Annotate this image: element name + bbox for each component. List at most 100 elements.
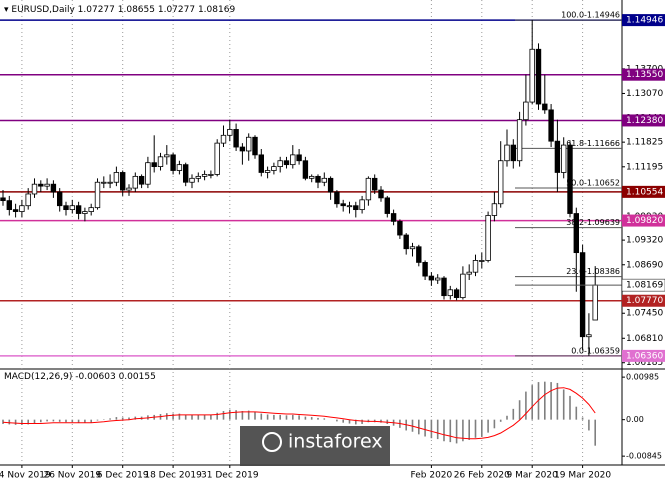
candle-body bbox=[120, 172, 126, 191]
candle-body bbox=[277, 160, 283, 167]
candle-body bbox=[434, 277, 441, 281]
current-price-box bbox=[621, 278, 665, 292]
x-tick-label: 26 Nov 2019 bbox=[43, 471, 101, 481]
candle-body bbox=[472, 260, 479, 273]
low-value: 1.07277 bbox=[158, 5, 195, 15]
candle-body bbox=[31, 183, 38, 195]
candle-body bbox=[371, 177, 378, 191]
watermark-logo bbox=[262, 432, 282, 452]
level-label: 1.14946 bbox=[626, 16, 663, 26]
candle-body bbox=[441, 277, 447, 297]
candle-body bbox=[69, 205, 75, 211]
candle-body bbox=[365, 177, 372, 201]
candle-body bbox=[208, 174, 214, 176]
fib-label: 100.0-1.14946 bbox=[561, 11, 620, 20]
header-icon: ▾ bbox=[4, 5, 11, 15]
candle-body bbox=[548, 109, 554, 142]
high-value: 1.08655 bbox=[118, 5, 155, 15]
macd-y-tick-label: 0.00985 bbox=[626, 373, 659, 382]
macd-y-tick-label: 0.00 bbox=[626, 415, 644, 424]
candle-body bbox=[63, 205, 69, 211]
candle-body bbox=[554, 140, 561, 173]
level-label: 1.07770 bbox=[626, 296, 663, 306]
fib-label: 0.0-1.06359 bbox=[571, 346, 620, 355]
fib-label: 50.0-1.10652 bbox=[566, 179, 620, 188]
level-label: 1.10554 bbox=[626, 187, 663, 197]
candle-body bbox=[12, 209, 19, 212]
candle-body bbox=[138, 175, 145, 185]
y-tick-label: 1.11195 bbox=[626, 162, 663, 172]
level-tag bbox=[622, 14, 665, 27]
level-tag bbox=[622, 294, 665, 307]
candle-body bbox=[252, 136, 258, 156]
macd-title: MACD(12,26,9) bbox=[4, 372, 72, 382]
y-tick-label: 1.08690 bbox=[626, 260, 663, 270]
candle-body bbox=[529, 48, 535, 103]
fib-label: 61.8-1.11666 bbox=[566, 139, 620, 148]
candle-body bbox=[479, 260, 485, 262]
x-tick-label: 6 Dec 2019 bbox=[97, 471, 149, 481]
x-tick-label: 14 Nov 2019 bbox=[0, 471, 51, 481]
level-tag bbox=[622, 214, 665, 227]
candle-body bbox=[516, 119, 523, 162]
candle-body bbox=[359, 199, 365, 211]
symbol: EURUSD,Daily bbox=[11, 5, 75, 15]
candle-body bbox=[523, 101, 529, 121]
fib-label: 38.2-1.09639 bbox=[566, 218, 620, 227]
macd-header: MACD(12,26,9) -0.00603 0.00155 bbox=[4, 372, 156, 382]
x-tick-label: 31 Dec 2019 bbox=[201, 471, 259, 481]
candle-body bbox=[542, 103, 548, 111]
level-tag bbox=[622, 185, 665, 198]
candle-body bbox=[535, 48, 542, 105]
signal-line bbox=[2, 387, 596, 440]
candle-body bbox=[302, 160, 309, 179]
chart-header: ▾ EURUSD,Daily 1.07277 1.08655 1.07277 1… bbox=[4, 5, 235, 15]
candle-body bbox=[409, 246, 416, 250]
candle-body bbox=[416, 246, 422, 263]
candle-body bbox=[384, 197, 390, 214]
candle-body bbox=[50, 183, 57, 193]
candle-body bbox=[567, 144, 573, 214]
candle-body bbox=[422, 262, 428, 277]
candle-body bbox=[94, 181, 101, 209]
signal-value: 0.00155 bbox=[119, 372, 156, 382]
candle-body bbox=[44, 183, 50, 187]
y-tick-label: 1.06185 bbox=[626, 358, 663, 368]
candle-body bbox=[245, 136, 252, 152]
y-tick-label: 1.09320 bbox=[626, 236, 663, 246]
candle-body bbox=[321, 177, 327, 183]
candle-body bbox=[126, 187, 132, 191]
candle-body bbox=[151, 162, 157, 167]
candle-body bbox=[88, 207, 94, 212]
candle-body bbox=[327, 177, 334, 193]
x-tick-label: 18 Dec 2019 bbox=[144, 471, 202, 481]
candle-body bbox=[271, 166, 277, 171]
candle-body bbox=[485, 215, 491, 261]
candle-body bbox=[579, 252, 586, 338]
level-label: 1.12380 bbox=[626, 116, 663, 126]
candle-body bbox=[504, 144, 510, 162]
candle-body bbox=[510, 144, 516, 162]
level-label: 1.09820 bbox=[626, 216, 663, 226]
candle-body bbox=[25, 193, 31, 207]
candle-body bbox=[176, 164, 183, 171]
candle-body bbox=[145, 162, 151, 185]
candle-body bbox=[233, 129, 239, 148]
candle-body bbox=[264, 170, 271, 173]
candle-body bbox=[220, 134, 227, 144]
level-tag bbox=[622, 114, 665, 127]
candle-body bbox=[6, 200, 12, 211]
candle-body bbox=[82, 211, 88, 214]
candle-body bbox=[308, 175, 315, 179]
candle-body bbox=[164, 154, 170, 158]
level-label: 1.13550 bbox=[626, 70, 663, 80]
x-tick-label: 26 Feb 2020 bbox=[454, 471, 510, 481]
candle-body bbox=[239, 146, 246, 152]
candle-body bbox=[258, 154, 264, 173]
candle-body bbox=[453, 289, 460, 299]
level-label: 1.06360 bbox=[626, 351, 663, 361]
candle-body bbox=[157, 156, 164, 167]
candle-body bbox=[227, 129, 233, 136]
